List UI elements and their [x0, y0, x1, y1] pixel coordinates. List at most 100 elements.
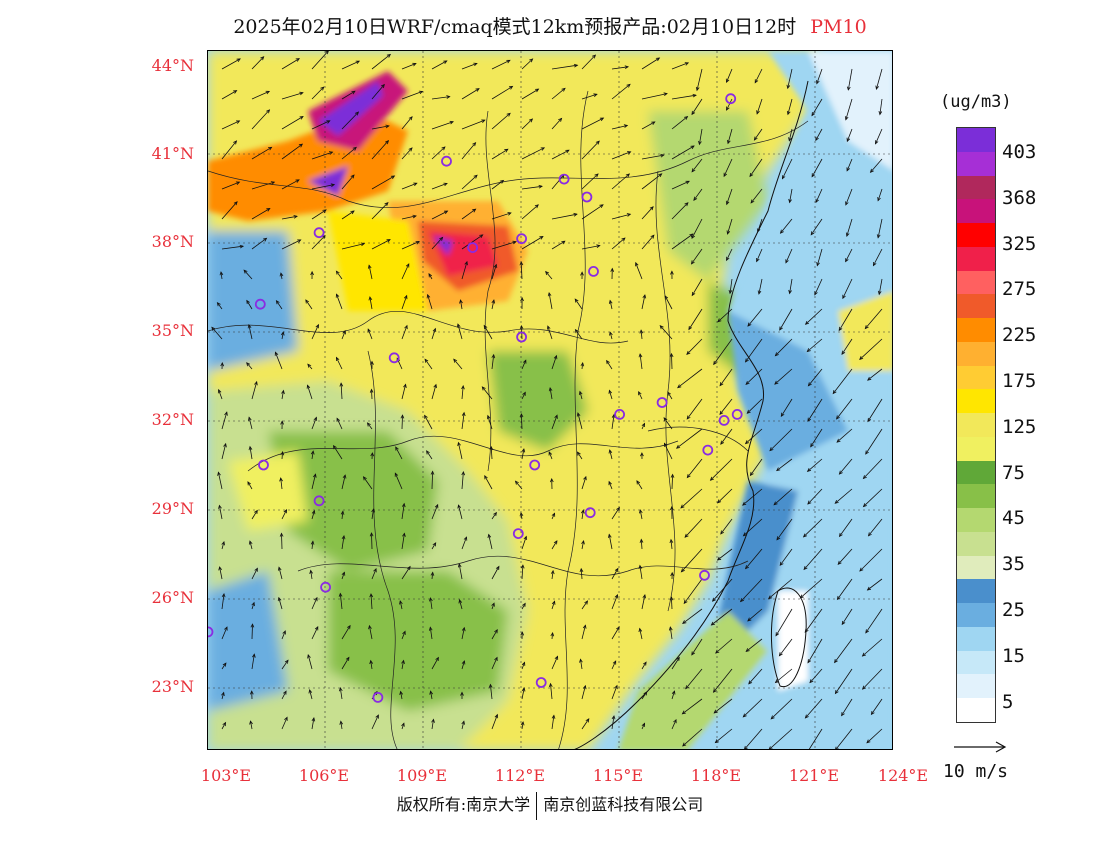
wind-arrowhead — [298, 143, 304, 148]
wind-arrowhead — [658, 173, 663, 178]
wind-arrow — [745, 338, 763, 363]
station-marker — [614, 408, 626, 420]
wind-arrowhead — [624, 65, 630, 70]
wind-arrowhead — [875, 85, 880, 91]
legend-swatch — [957, 698, 995, 723]
title-variable: PM10 — [810, 16, 867, 38]
wind-arrow — [871, 698, 883, 715]
wind-arrow — [776, 458, 793, 471]
wind-arrowhead — [834, 499, 839, 504]
wind-arrowhead — [548, 682, 553, 688]
wind-arrow — [747, 608, 763, 622]
wind-arrow — [745, 368, 763, 385]
wind-arrowhead — [756, 228, 761, 233]
wind-arrow — [639, 628, 643, 640]
wind-arrowhead — [494, 713, 499, 719]
legend-swatch — [957, 246, 995, 272]
wind-arrowhead — [614, 684, 618, 690]
wind-arrowhead — [583, 475, 587, 481]
wind-arrow — [867, 398, 883, 422]
wind-arrowhead — [406, 565, 411, 571]
legend-swatch — [957, 508, 995, 533]
wind-arrowhead — [675, 444, 681, 449]
wind-arrow — [807, 338, 823, 352]
wind-arrowhead — [493, 263, 498, 269]
legend-swatch — [957, 603, 995, 628]
wind-arrowhead — [252, 653, 256, 658]
wind-arrowhead — [367, 328, 371, 333]
wind-arrow — [281, 533, 283, 550]
wind-arrow — [747, 308, 763, 327]
wind-arrowhead — [520, 296, 524, 302]
wind-arrow — [211, 327, 223, 340]
legend-label: 225 — [1002, 324, 1037, 347]
wind-arrow — [838, 308, 853, 331]
wind-arrow — [775, 608, 793, 636]
wind-arrow — [221, 181, 240, 190]
wind-arrow — [776, 518, 793, 541]
wind-arrow — [401, 384, 406, 400]
wind-arrowhead — [429, 690, 434, 695]
wind-arrowhead — [315, 323, 319, 329]
wind-arrowhead — [222, 721, 227, 727]
wind-arrow — [551, 540, 558, 550]
station-marker — [388, 352, 400, 364]
wind-arrowhead — [584, 600, 589, 605]
wind-arrowhead — [580, 509, 585, 514]
wind-arrow — [835, 668, 853, 694]
wind-arrow — [671, 202, 689, 220]
wind-arrow — [787, 68, 793, 89]
wind-arrowhead — [473, 62, 478, 67]
wind-arrowhead — [380, 83, 385, 89]
wind-arrowhead — [712, 688, 717, 693]
wind-arrowhead — [845, 232, 850, 237]
wind-arrowhead — [638, 564, 643, 570]
wind-arrowhead — [713, 709, 718, 714]
wind-arrowhead — [538, 184, 543, 189]
wind-arrow — [221, 662, 227, 670]
wind-arrowhead — [346, 624, 351, 630]
wind-arrow — [371, 140, 389, 160]
wind-arrow — [459, 599, 463, 610]
wind-arrow — [341, 111, 359, 130]
wind-arrow — [696, 68, 703, 91]
wind-arrow — [281, 691, 287, 700]
wind-arrow — [481, 386, 493, 400]
station-marker — [584, 507, 596, 519]
wind-arrowhead — [491, 602, 495, 607]
wind-arrow — [371, 84, 385, 100]
wind-arrowhead — [340, 510, 345, 515]
wind-arrowhead — [599, 117, 605, 122]
wind-arrow — [839, 518, 853, 537]
wind-arrow — [581, 173, 599, 190]
map-panel[interactable] — [207, 50, 893, 750]
wind-arrowhead — [459, 299, 463, 304]
wind-arrow — [341, 535, 345, 550]
wind-arrowhead — [491, 299, 496, 304]
wind-arrow — [789, 278, 793, 294]
wind-arrowhead — [385, 124, 390, 129]
wind-arrow — [640, 330, 643, 340]
wind-arrow — [220, 271, 223, 280]
wind-arrowhead — [835, 746, 839, 749]
wind-arrowhead — [367, 264, 372, 269]
wind-arrow — [671, 657, 680, 670]
wind-arrow — [745, 428, 763, 444]
wind-arrowhead — [338, 592, 343, 597]
wind-arrowhead — [744, 440, 750, 445]
wind-arrowhead — [386, 239, 391, 243]
wind-arrow — [581, 140, 600, 160]
wind-arrow — [219, 566, 223, 580]
wind-arrowhead — [369, 388, 374, 393]
wind-arrow — [664, 295, 673, 310]
wind-arrow — [609, 449, 613, 460]
wind-arrowhead — [667, 391, 671, 396]
legend-swatch — [957, 555, 995, 580]
wind-arrow — [431, 471, 433, 490]
wind-arrowhead — [520, 631, 525, 636]
wind-arrow — [461, 385, 464, 400]
wind-arrow — [780, 398, 793, 417]
wind-arrow — [580, 659, 583, 670]
wind-arrowhead — [773, 501, 778, 506]
wind-arrowhead — [681, 710, 686, 715]
